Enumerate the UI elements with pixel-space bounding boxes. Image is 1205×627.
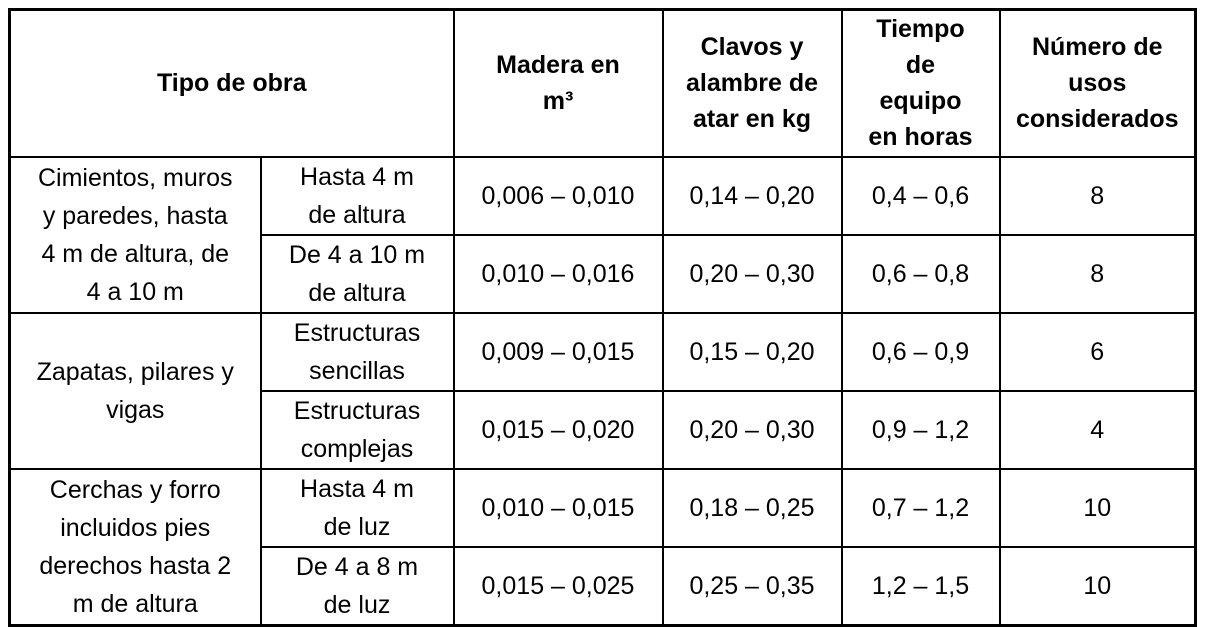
usos-cell: 10 — [998, 545, 1197, 626]
usos-cell: 8 — [998, 233, 1197, 314]
header-clavos-alambre: Clavos y alambre de atar en kg — [661, 8, 843, 158]
clavos-cell: 0,25 – 0,35 — [661, 545, 843, 626]
group-label-zapatas: Zapatas, pilares y vigas — [8, 311, 262, 470]
table-row: Cimientos, muros y paredes, hasta 4 m de… — [8, 155, 1197, 314]
usos-cell: 8 — [998, 155, 1197, 236]
madera-cell: 0,015 – 0,025 — [452, 545, 664, 626]
table-header: Tipo de obra Madera en m³ Clavos y alamb… — [8, 8, 1197, 158]
clavos-cell: 0,20 – 0,30 — [661, 389, 843, 470]
tiempo-cell: 1,2 – 1,5 — [840, 545, 1001, 626]
subtype-cell: Estructuras sencillas — [259, 311, 455, 392]
formwork-materials-table: Tipo de obra Madera en m³ Clavos y alamb… — [8, 8, 1197, 627]
tiempo-cell: 0,4 – 0,6 — [840, 155, 1001, 236]
table-row: Cerchas y forro incluidos pies derechos … — [8, 467, 1197, 626]
header-madera: Madera en m³ — [452, 8, 664, 158]
clavos-cell: 0,15 – 0,20 — [661, 311, 843, 392]
usos-cell: 4 — [998, 389, 1197, 470]
subtype-cell: De 4 a 8 m de luz — [259, 545, 455, 626]
clavos-cell: 0,18 – 0,25 — [661, 467, 843, 548]
table-body: Cimientos, muros y paredes, hasta 4 m de… — [8, 155, 1197, 626]
header-row: Tipo de obra Madera en m³ Clavos y alamb… — [8, 8, 1197, 158]
usos-cell: 6 — [998, 311, 1197, 392]
subtype-cell: Hasta 4 m de luz — [259, 467, 455, 548]
table-row: De 4 a 10 m de altura 0,010 – 0,016 0,20… — [10, 233, 1197, 314]
group-label-cimientos: Cimientos, muros y paredes, hasta 4 m de… — [8, 155, 262, 314]
tiempo-cell: 0,9 – 1,2 — [840, 389, 1001, 470]
madera-cell: 0,015 – 0,020 — [452, 389, 664, 470]
table-container: Tipo de obra Madera en m³ Clavos y alamb… — [8, 8, 1197, 627]
subtype-cell: Hasta 4 m de altura — [259, 155, 455, 236]
tiempo-cell: 0,7 – 1,2 — [840, 467, 1001, 548]
header-tiempo-equipo: Tiempo de equipo en horas — [840, 8, 1001, 158]
header-numero-usos: Número de usos considerados — [998, 8, 1197, 158]
usos-cell: 10 — [998, 467, 1197, 548]
header-tipo-de-obra: Tipo de obra — [8, 8, 455, 158]
subtype-cell: De 4 a 10 m de altura — [259, 233, 455, 314]
madera-cell: 0,010 – 0,016 — [452, 233, 664, 314]
table-row: Estructuras complejas 0,015 – 0,020 0,20… — [10, 389, 1197, 470]
group-label-cerchas: Cerchas y forro incluidos pies derechos … — [8, 467, 262, 626]
tiempo-cell: 0,6 – 0,8 — [840, 233, 1001, 314]
subtype-cell: Estructuras complejas — [259, 389, 455, 470]
madera-cell: 0,010 – 0,015 — [452, 467, 664, 548]
table-row: Zapatas, pilares y vigas Estructuras sen… — [8, 311, 1197, 470]
madera-cell: 0,009 – 0,015 — [452, 311, 664, 392]
madera-cell: 0,006 – 0,010 — [452, 155, 664, 236]
clavos-cell: 0,20 – 0,30 — [661, 233, 843, 314]
table-row: De 4 a 8 m de luz 0,015 – 0,025 0,25 – 0… — [10, 545, 1197, 626]
tiempo-cell: 0,6 – 0,9 — [840, 311, 1001, 392]
clavos-cell: 0,14 – 0,20 — [661, 155, 843, 236]
